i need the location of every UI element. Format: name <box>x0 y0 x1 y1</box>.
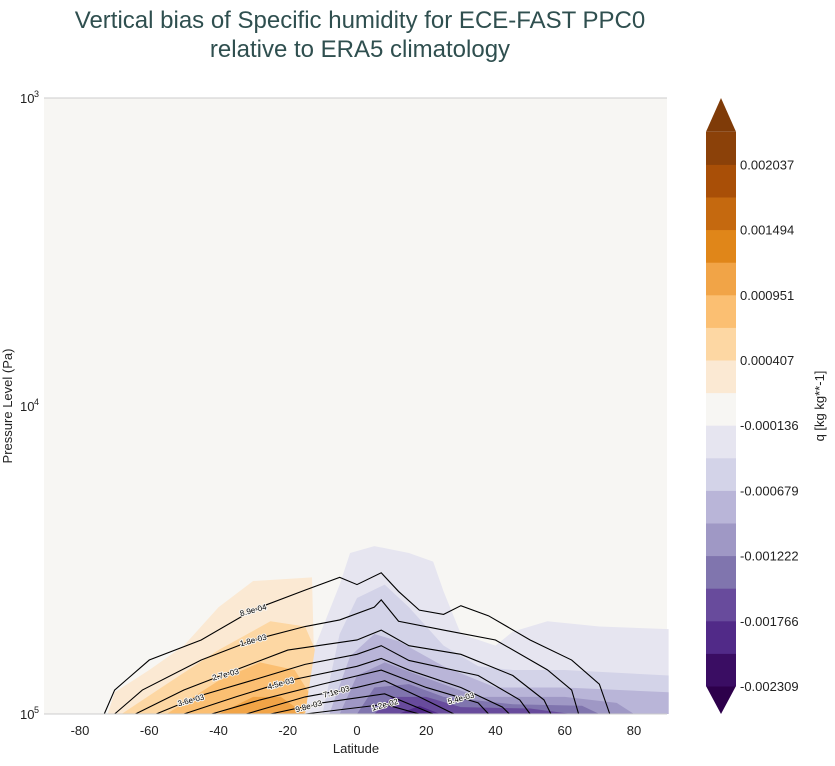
colorbar-band <box>706 653 736 687</box>
colorbar-tick-label: -0.002309 <box>740 679 799 694</box>
x-tick-label: 20 <box>419 723 433 738</box>
contour-line <box>211 669 489 715</box>
colorbar-extend-max <box>706 98 736 132</box>
y-tick-exponent: 5 <box>34 705 39 715</box>
x-tick-label: 0 <box>353 723 360 738</box>
colorbar: -0.002309 -0.001766 -0.001222 -0.000679 -0.0… <box>706 98 799 714</box>
y-tick-exponent: 4 <box>34 397 39 407</box>
contour-line <box>246 680 455 715</box>
colorbar-extend-min <box>706 686 736 714</box>
colorbar-band <box>706 425 736 459</box>
colorbar-band <box>706 262 736 296</box>
colorbar-tick-label: 0.000951 <box>740 288 794 303</box>
colorbar-band <box>706 164 736 198</box>
colorbar-band <box>706 620 736 654</box>
x-tick-label: -60 <box>140 723 159 738</box>
colorbar-tick-label: 0.002037 <box>740 157 794 172</box>
colorbar-band <box>706 327 736 361</box>
contour-line <box>183 657 510 715</box>
contour-line <box>270 693 434 715</box>
y-tick-label: 10 <box>20 91 34 106</box>
contour-line <box>135 629 552 715</box>
x-tick-label: 60 <box>558 723 572 738</box>
colorbar-band <box>706 229 736 263</box>
y-tick-label: 10 <box>20 399 34 414</box>
x-tick-label: 80 <box>627 723 641 738</box>
colorbar-band <box>706 588 736 622</box>
colorbar-band <box>706 294 736 328</box>
contour-line <box>103 572 611 715</box>
x-tick-label: -40 <box>209 723 228 738</box>
chart-title: Vertical bias of Specific humidity for E… <box>74 7 646 34</box>
x-axis-label: Latitude <box>333 741 379 756</box>
contour-line <box>304 703 420 715</box>
y-tick-label: 10 <box>20 707 34 722</box>
colorbar-band <box>706 555 736 589</box>
contour-line <box>114 599 580 715</box>
colorbar-tick-label: -0.001222 <box>740 549 799 564</box>
colorbar-band <box>706 457 736 491</box>
colorbar-band <box>706 490 736 524</box>
colorbar-band <box>706 360 736 394</box>
contour-line <box>155 645 531 715</box>
filled-contour-region <box>398 705 441 714</box>
colorbar-band <box>706 197 736 231</box>
colorbar-tick-label: -0.001766 <box>740 614 799 629</box>
colorbar-band <box>706 131 736 165</box>
colorbar-tick-label: 0.000407 <box>740 353 794 368</box>
colorbar-band <box>706 523 736 557</box>
colorbar-label: q [kg kg**-1] <box>812 371 827 442</box>
colorbar-tick-label: 0.001494 <box>740 223 794 238</box>
colorbar-tick-label: -0.000136 <box>740 418 799 433</box>
y-axis-label: Pressure Level (Pa) <box>0 349 15 464</box>
x-tick-label: -80 <box>71 723 90 738</box>
chart-subtitle: relative to ERA5 climatology <box>209 36 511 63</box>
colorbar-tick-label: -0.000679 <box>740 483 799 498</box>
filled-contour-region <box>218 696 306 714</box>
x-tick-label: -20 <box>278 723 297 738</box>
y-tick-exponent: 3 <box>34 89 39 99</box>
x-tick-label: 40 <box>488 723 502 738</box>
colorbar-band <box>706 392 736 426</box>
